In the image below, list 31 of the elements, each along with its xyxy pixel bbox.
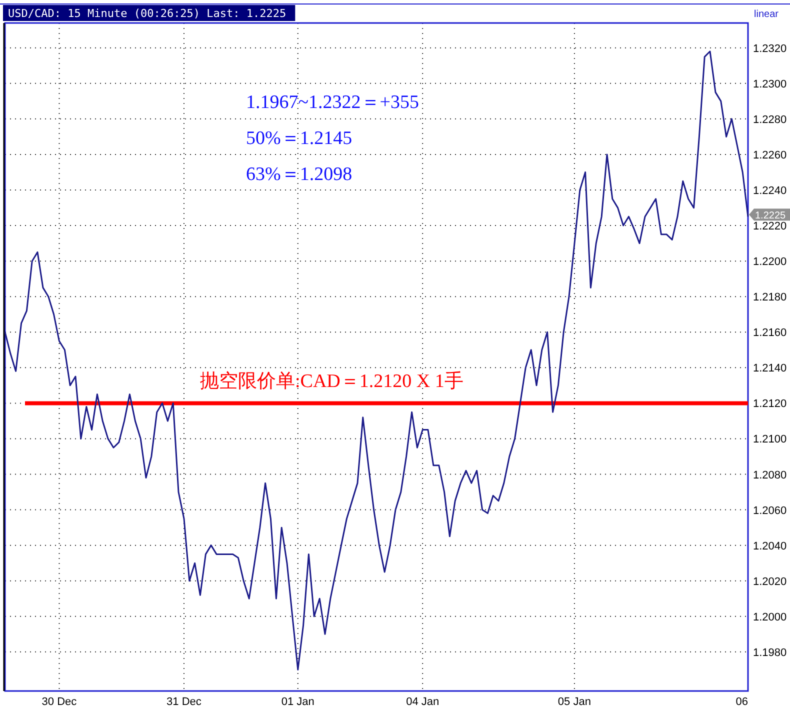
y-tick-label: 1.2040 xyxy=(753,540,787,552)
x-tick-label: 05 Jan xyxy=(558,696,591,708)
y-tick-label: 1.2140 xyxy=(753,362,787,375)
chart-title: USD/CAD: 15 Minute (00:26:25) Last: 1.2225 xyxy=(8,7,286,20)
x-tick-label: 31 Dec xyxy=(166,696,202,708)
annotation: 1.1967~1.2322＝+355 xyxy=(246,92,419,113)
y-tick-label: 1.2000 xyxy=(753,611,787,624)
y-tick-label: 1.2280 xyxy=(753,114,787,126)
y-tick-label: 1.2320 xyxy=(753,42,787,55)
y-tick-label: 1.2300 xyxy=(753,78,787,90)
y-tick-label: 1.2160 xyxy=(753,327,787,340)
annotation: 50%＝1.2145 xyxy=(246,128,352,149)
y-tick-label: 1.2240 xyxy=(753,185,787,197)
annotation: 63%＝1.2098 xyxy=(246,164,352,185)
y-tick-label: 1.1980 xyxy=(753,646,787,659)
y-tick-label: 1.2020 xyxy=(753,576,787,588)
y-tick-label: 1.2120 xyxy=(753,398,787,410)
y-tick-label: 1.2220 xyxy=(753,220,787,233)
y-tick-label: 1.2060 xyxy=(753,504,787,517)
x-tick-label: 01 Jan xyxy=(281,696,314,708)
y-tick-label: 1.2180 xyxy=(753,292,787,304)
y-tick-label: 1.2260 xyxy=(753,149,787,162)
text: linear xyxy=(754,9,780,20)
ref-line-label: 抛空限价单:CAD＝1.2120 X 1手 xyxy=(200,370,464,392)
y-tick-label: 1.2200 xyxy=(753,256,787,268)
x-tick-label: 04 Jan xyxy=(406,696,440,708)
last-price-tag: 1.2225 xyxy=(749,208,790,222)
x-tick-label: 30 Dec xyxy=(42,696,78,708)
y-tick-label: 1.2100 xyxy=(753,434,787,446)
x-tick-label: 06 xyxy=(736,696,748,708)
y-tick-label: 1.2080 xyxy=(753,469,787,482)
